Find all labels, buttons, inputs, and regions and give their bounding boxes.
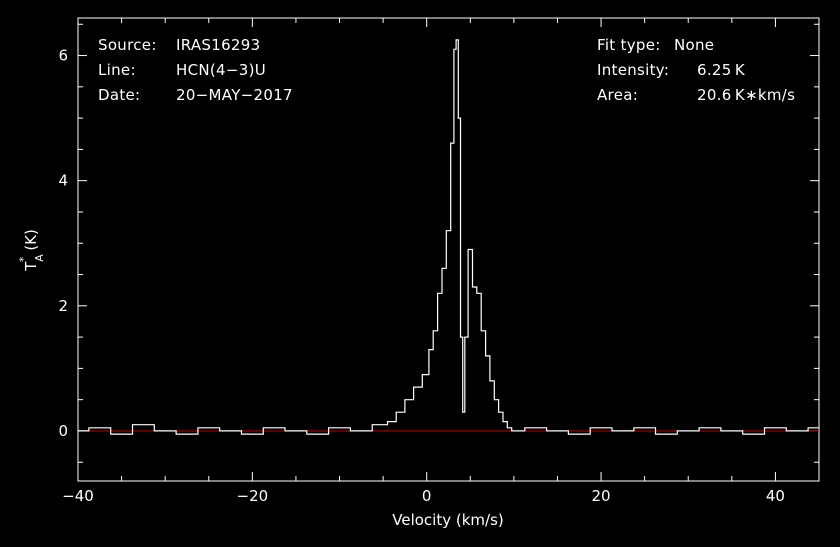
intensity-value: 6.25 K — [697, 61, 746, 79]
y-tick-label: 4 — [58, 172, 68, 190]
date-value: 20−MAY−2017 — [176, 86, 293, 104]
y-tick-label: 6 — [58, 47, 68, 65]
x-tick-label: −40 — [62, 487, 94, 505]
x-tick-label: 40 — [766, 487, 785, 505]
date-label: Date: — [98, 86, 141, 104]
y-axis-title: TA*(K) — [17, 229, 46, 272]
area-value: 20.6 K∗km/s — [697, 86, 796, 104]
x-tick-label: 0 — [422, 487, 432, 505]
line-value: HCN(4−3)U — [176, 61, 267, 79]
axis-tick-labels: −40 −20 0 20 40 0 2 4 6 — [58, 47, 785, 505]
x-tick-label: −20 — [237, 487, 269, 505]
svg-text:TA*(K): TA*(K) — [17, 229, 46, 272]
y-tick-label: 0 — [58, 422, 68, 440]
axis-ticks — [77, 18, 820, 481]
source-label: Source: — [98, 36, 157, 54]
x-tick-label: 20 — [592, 487, 611, 505]
source-value: IRAS16293 — [176, 36, 261, 54]
intensity-label: Intensity: — [597, 61, 670, 79]
spectrum-line — [78, 39, 819, 435]
line-label: Line: — [98, 61, 136, 79]
y-tick-label: 2 — [58, 297, 68, 315]
fit-type-value: None — [674, 36, 715, 54]
area-label: Area: — [597, 86, 639, 104]
fit-type-label: Fit type: — [597, 36, 661, 54]
x-axis-title: Velocity (km/s) — [392, 511, 503, 529]
plot-frame — [77, 17, 820, 482]
